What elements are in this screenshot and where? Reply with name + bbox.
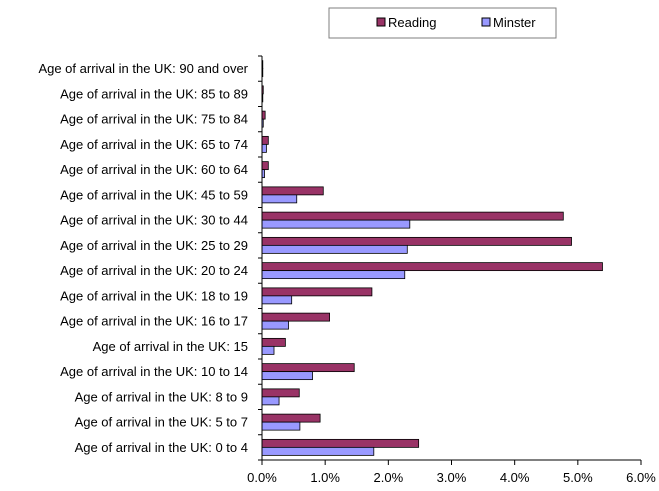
bar-minster (261, 219, 411, 229)
category-label: Age of arrival in the UK: 75 to 84 (60, 112, 248, 127)
x-tick-label: 1.0% (310, 470, 340, 485)
category-label: Age of arrival in the UK: 18 to 19 (60, 288, 248, 303)
category-label: Age of arrival in the UK: 5 to 7 (75, 415, 248, 430)
bar-reading (261, 337, 286, 347)
legend-swatch-minster (481, 17, 491, 27)
category-label: Age of arrival in the UK: 30 to 44 (60, 213, 248, 228)
category-label: Age of arrival in the UK: 25 to 29 (60, 238, 248, 253)
bar-reading (261, 438, 420, 448)
bar-minster (261, 345, 275, 355)
x-tick-label: 0.0% (247, 470, 277, 485)
x-tick-label: 2.0% (374, 470, 404, 485)
category-label: Age of arrival in the UK: 60 to 64 (60, 162, 248, 177)
category-label: Age of arrival in the UK: 8 to 9 (75, 389, 248, 404)
bar-minster (261, 446, 375, 456)
category-label: Age of arrival in the UK: 20 to 24 (60, 263, 248, 278)
x-tick-label: 5.0% (563, 470, 593, 485)
category-label: Age of arrival in the UK: 65 to 74 (60, 137, 248, 152)
category-label: Age of arrival in the UK: 90 and over (38, 61, 248, 76)
category-label: Age of arrival in the UK: 45 to 59 (60, 187, 248, 202)
bar-reading (261, 161, 269, 171)
bar-minster (261, 396, 280, 406)
legend-swatch-reading (376, 17, 386, 27)
bar-reading (261, 413, 321, 423)
category-label: Age of arrival in the UK: 16 to 17 (60, 314, 248, 329)
bars (261, 60, 603, 456)
bar-reading (261, 236, 572, 246)
category-label: Age of arrival in the UK: 15 (93, 339, 248, 354)
axes (258, 55, 641, 461)
x-tick-label: 3.0% (437, 470, 467, 485)
bar-reading (261, 363, 355, 373)
bar-minster (261, 194, 298, 204)
bar-reading (261, 135, 269, 145)
bar-minster (261, 143, 267, 153)
bar-reading (261, 211, 564, 221)
bar-minster (261, 371, 313, 381)
bar-reading (261, 287, 373, 297)
bar-minster (261, 270, 406, 280)
bar-minster (261, 295, 293, 305)
category-label: Age of arrival in the UK: 0 to 4 (75, 440, 248, 455)
x-tick-label: 4.0% (500, 470, 530, 485)
bar-minster (261, 320, 289, 330)
category-label: Age of arrival in the UK: 10 to 14 (60, 364, 248, 379)
legend: Reading Minster (328, 7, 557, 39)
legend-label-reading: Reading (388, 15, 436, 30)
bar-minster (261, 421, 301, 431)
bar-minster (261, 244, 408, 254)
bar-reading (261, 312, 330, 322)
x-tick-label: 6.0% (626, 470, 656, 485)
bar-reading (261, 186, 324, 196)
bar-reading (261, 388, 300, 398)
legend-label-minster: Minster (493, 15, 536, 30)
bar-reading (261, 262, 603, 272)
category-label: Age of arrival in the UK: 85 to 89 (60, 86, 248, 101)
legend-box (328, 7, 557, 39)
category-labels: Age of arrival in the UK: 90 and over Age… (38, 61, 248, 455)
x-axis-ticks: 0.0% 1.0% 2.0% 3.0% 4.0% 5.0% 6.0% (247, 460, 656, 485)
